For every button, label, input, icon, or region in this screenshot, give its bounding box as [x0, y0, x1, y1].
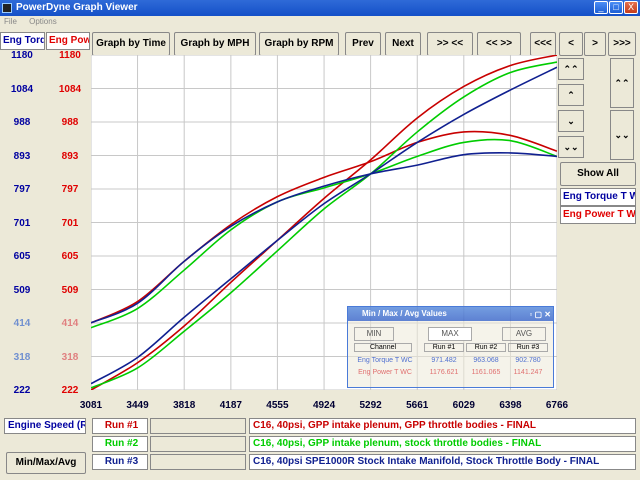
popup-window-controls[interactable]: ▫ ▢ ✕: [529, 310, 551, 319]
power-tick-label: 797: [61, 184, 79, 195]
power-tick-label: 414: [61, 318, 79, 329]
col-run3: Run #3: [508, 343, 548, 352]
row-torque-run1: 971.482: [431, 357, 457, 364]
popup-title: Min / Max / Avg Values: [362, 309, 447, 318]
row-power-run3: 1141.247: [513, 369, 543, 376]
menu-bar: File Options: [0, 16, 640, 28]
power-tick-label: 222: [61, 385, 79, 396]
scroll-down-button[interactable]: ⌄: [558, 110, 584, 132]
x-tick-label: 6029: [452, 400, 475, 411]
series-line-run1-power: [90, 54, 558, 391]
popup-title-bar: Min / Max / Avg Values ▫ ▢ ✕: [348, 307, 553, 321]
torque-tick-label: 509: [13, 284, 31, 296]
col-run1: Run #1: [424, 343, 464, 352]
row-power-channel: Eng Power T WC: [358, 369, 412, 376]
zoom-in-button[interactable]: >> <<: [427, 32, 473, 56]
series-line-run3-torque: [90, 151, 558, 324]
tab-max[interactable]: MAX: [428, 327, 472, 341]
x-tick-label: 6766: [545, 400, 569, 411]
col-channel: Channel: [354, 343, 412, 352]
maximize-button[interactable]: □: [609, 1, 623, 14]
minimize-button[interactable]: _: [594, 1, 608, 14]
power-tick-label: 1180: [59, 50, 81, 61]
torque-tick-label: 1180: [11, 50, 33, 61]
torque-tick-label: 414: [13, 318, 31, 329]
zoom-out-button[interactable]: << >>: [477, 32, 521, 56]
scroll-first-button[interactable]: <<<: [530, 32, 556, 56]
torque-axis-header[interactable]: Eng Torq: [0, 32, 45, 50]
prev-button[interactable]: Prev: [345, 32, 381, 56]
scroll-up-button[interactable]: ⌃: [558, 84, 584, 106]
row-power-run1: 1176.621: [429, 369, 459, 376]
x-axis-channel-label[interactable]: Engine Speed (RI: [4, 418, 86, 434]
show-all-button[interactable]: Show All: [560, 162, 636, 186]
torque-tick-label: 222: [13, 385, 31, 396]
power-tick-label: 1084: [58, 83, 82, 95]
tab-min[interactable]: MIN: [354, 327, 394, 341]
min-max-avg-window[interactable]: Min / Max / Avg Values ▫ ▢ ✕ MIN MAX AVG…: [347, 306, 554, 388]
torque-tick-label: 893: [13, 150, 31, 162]
power-tick-label: 893: [61, 150, 79, 162]
x-tick-label: 5661: [406, 400, 429, 411]
torque-tick-label: 701: [13, 217, 31, 229]
power-tick-label: 988: [61, 117, 79, 128]
run1-description[interactable]: C16, 40psi, GPP intake plenum, GPP throt…: [249, 418, 636, 434]
app-icon: [2, 3, 12, 13]
power-tick-label: 318: [61, 351, 79, 363]
series-line-run3-power: [90, 66, 558, 385]
torque-tick-label: 1084: [10, 83, 34, 95]
power-tick-label: 605: [61, 251, 79, 262]
x-tick-label: 5292: [359, 400, 382, 411]
graph-by-time-button[interactable]: Graph by Time: [92, 32, 170, 56]
channel-power-item[interactable]: Eng Power T WC: [560, 206, 636, 224]
row-power-run2: 1161.065: [471, 369, 501, 376]
torque-tick-label: 318: [13, 351, 31, 363]
close-button[interactable]: X: [624, 1, 638, 14]
row-torque-run3: 902.780: [515, 357, 541, 364]
tab-avg[interactable]: AVG: [502, 327, 546, 341]
next-button[interactable]: Next: [385, 32, 421, 56]
col-run2: Run #2: [466, 343, 506, 352]
run1-swatch: [150, 418, 246, 434]
power-tick-label: 701: [61, 217, 79, 229]
x-tick-label: 3818: [173, 400, 196, 411]
scroll-left-button[interactable]: <: [559, 32, 583, 56]
run3-description[interactable]: C16, 40psi SPE1000R Stock Intake Manifol…: [249, 454, 636, 470]
scroll-up-fast-button[interactable]: ⌃⌃: [558, 58, 584, 80]
torque-tick-label: 988: [13, 117, 31, 128]
graph-by-rpm-button[interactable]: Graph by RPM: [259, 32, 339, 56]
series-line-run2-power: [90, 61, 558, 389]
x-tick-label: 4187: [219, 400, 242, 411]
menu-file[interactable]: File: [4, 17, 17, 26]
scroll-down-fast-button[interactable]: ⌄⌄: [558, 136, 584, 158]
min-max-avg-button[interactable]: Min/Max/Avg: [6, 452, 86, 474]
x-tick-label: 4924: [312, 400, 336, 411]
row-torque-run2: 963.068: [473, 357, 499, 364]
power-axis-header[interactable]: Eng Pow: [46, 32, 90, 50]
run3-label[interactable]: Run #3: [92, 454, 148, 470]
series-line-run2-torque: [90, 138, 558, 329]
run3-swatch: [150, 454, 246, 470]
x-tick-label: 6398: [499, 400, 522, 411]
power-tick-label: 509: [61, 284, 79, 296]
scroll-right-button[interactable]: >: [584, 32, 606, 56]
torque-tick-label: 797: [13, 184, 31, 195]
expand-down-button[interactable]: ⌄⌄: [610, 110, 634, 160]
menu-options[interactable]: Options: [29, 17, 57, 26]
scroll-last-button[interactable]: >>>: [608, 32, 636, 56]
channel-torque-item[interactable]: Eng Torque T WC: [560, 188, 636, 206]
torque-tick-label: 605: [13, 251, 31, 262]
run2-swatch: [150, 436, 246, 452]
x-tick-label: 4555: [266, 400, 289, 411]
run2-description[interactable]: C16, 40psi, GPP intake plenum, stock thr…: [249, 436, 636, 452]
graph-by-mph-button[interactable]: Graph by MPH: [174, 32, 256, 56]
run1-label[interactable]: Run #1: [92, 418, 148, 434]
run2-label[interactable]: Run #2: [92, 436, 148, 452]
x-tick-label: 3081: [79, 400, 103, 411]
row-torque-channel: Eng Torque T WC: [357, 357, 413, 364]
x-tick-label: 3449: [126, 400, 149, 411]
window-title: PowerDyne Graph Viewer: [16, 2, 138, 13]
expand-up-button[interactable]: ⌃⌃: [610, 58, 634, 108]
title-bar: PowerDyne Graph Viewer: [0, 0, 640, 16]
